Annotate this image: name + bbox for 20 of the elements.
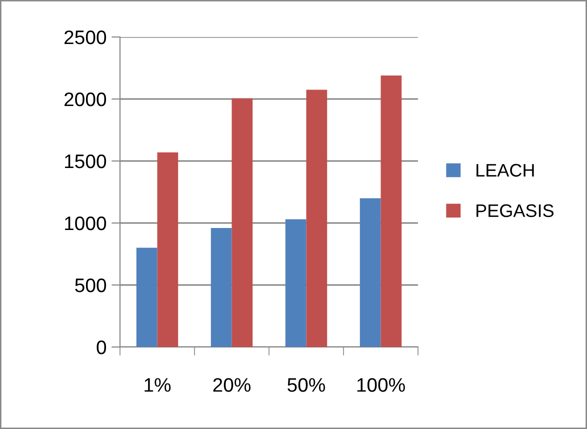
y-tick-label: 1500: [65, 154, 106, 168]
bar: [380, 75, 402, 347]
bar: [285, 219, 306, 347]
y-tick-label: 2500: [64, 30, 106, 44]
bar: [232, 98, 253, 347]
legend-label: PEGASIS: [476, 204, 554, 218]
bar: [157, 152, 178, 347]
bar: [306, 90, 328, 347]
bar: [210, 228, 232, 347]
legend-label: LEACH: [476, 164, 534, 177]
bar: [136, 248, 158, 347]
y-tick-label: 1000: [65, 216, 106, 230]
y-tick-label: 500: [75, 278, 106, 292]
x-tick-label: 100%: [357, 378, 405, 392]
x-tick-label: 1%: [144, 378, 171, 392]
x-tick-label: 20%: [213, 378, 251, 392]
y-tick-label: 2000: [64, 92, 106, 106]
y-tick-label: 0: [96, 340, 106, 354]
bar: [360, 198, 381, 347]
x-tick-label: 50%: [288, 378, 326, 392]
